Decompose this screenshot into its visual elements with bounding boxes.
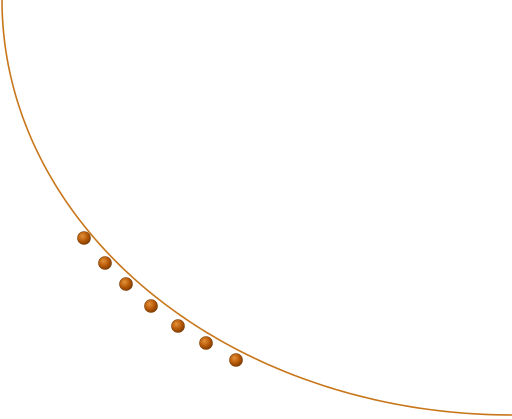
bead-4: [144, 299, 158, 313]
bead-5: [171, 319, 185, 333]
bead-6: [199, 336, 213, 350]
bead-2: [98, 256, 112, 270]
bead-group: [77, 231, 243, 367]
bead-1: [77, 231, 91, 245]
bead-3: [119, 277, 133, 291]
bead-7: [229, 353, 243, 367]
